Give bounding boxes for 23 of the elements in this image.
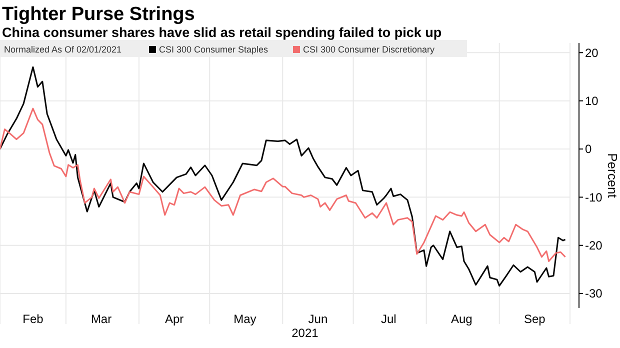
x-tick-label: Feb <box>22 312 44 326</box>
x-tick-label: Jul <box>380 312 396 326</box>
y-tick-label: -10 <box>585 190 603 204</box>
y-tick-label: 10 <box>585 94 599 108</box>
legend-label: CSI 300 Consumer Staples <box>159 44 269 54</box>
x-axis-title: 2021 <box>292 326 319 340</box>
y-tick-label: -30 <box>585 286 603 301</box>
x-tick-label: May <box>234 312 256 326</box>
x-tick-label: Aug <box>450 312 472 326</box>
x-tick-label: Apr <box>164 312 184 326</box>
y-axis-title: Percent <box>605 153 620 198</box>
chart-title: Tighter Purse Strings <box>2 4 195 25</box>
legend-title: Normalized As Of 02/01/2021 <box>4 44 122 54</box>
line-series <box>0 66 566 287</box>
x-tick-label: Mar <box>90 312 112 326</box>
x-tick-label: Jun <box>308 312 328 326</box>
y-tick-label: -20 <box>585 238 603 253</box>
chart-subtitle: China consumer shares have slid as retail spending failed to pick up <box>2 25 442 40</box>
line-series <box>0 108 566 262</box>
y-tick-label: 0 <box>585 142 592 156</box>
legend-label: CSI 300 Consumer Discretionary <box>303 44 436 54</box>
y-tick-label: 20 <box>585 46 599 60</box>
x-tick-label: Sep <box>524 312 546 326</box>
